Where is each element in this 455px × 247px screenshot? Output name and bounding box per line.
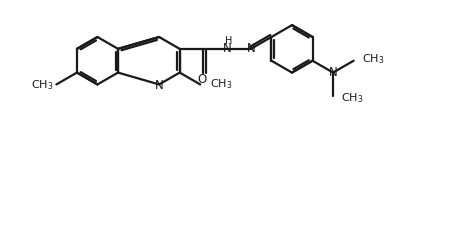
- Text: N: N: [329, 66, 338, 79]
- Text: CH$_3$: CH$_3$: [341, 91, 364, 105]
- Text: CH$_3$: CH$_3$: [362, 52, 384, 66]
- Text: N: N: [223, 42, 232, 55]
- Text: N: N: [155, 79, 163, 92]
- Text: CH$_3$: CH$_3$: [31, 79, 53, 92]
- Text: N: N: [247, 42, 255, 55]
- Text: CH$_3$: CH$_3$: [210, 78, 233, 91]
- Text: O: O: [198, 73, 207, 86]
- Text: H: H: [225, 36, 233, 46]
